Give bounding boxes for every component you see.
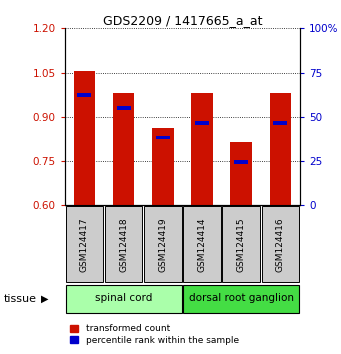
FancyBboxPatch shape bbox=[222, 206, 260, 282]
Bar bbox=[117, 106, 131, 110]
FancyBboxPatch shape bbox=[105, 206, 143, 282]
FancyBboxPatch shape bbox=[65, 285, 182, 314]
Text: GSM124418: GSM124418 bbox=[119, 217, 128, 272]
Text: GSM124415: GSM124415 bbox=[237, 217, 246, 272]
Bar bbox=[195, 121, 209, 125]
Text: GSM124417: GSM124417 bbox=[80, 217, 89, 272]
Bar bbox=[273, 121, 287, 125]
FancyBboxPatch shape bbox=[262, 206, 299, 282]
Text: ▶: ▶ bbox=[41, 294, 48, 304]
Text: GSM124414: GSM124414 bbox=[197, 217, 207, 272]
FancyBboxPatch shape bbox=[65, 206, 103, 282]
Title: GDS2209 / 1417665_a_at: GDS2209 / 1417665_a_at bbox=[103, 14, 262, 27]
Bar bbox=[156, 136, 170, 139]
FancyBboxPatch shape bbox=[183, 285, 299, 314]
Bar bbox=[113, 93, 134, 205]
Text: GSM124419: GSM124419 bbox=[158, 217, 167, 272]
Bar bbox=[270, 93, 291, 205]
Bar bbox=[234, 160, 248, 164]
Text: GSM124416: GSM124416 bbox=[276, 217, 285, 272]
Text: dorsal root ganglion: dorsal root ganglion bbox=[189, 293, 294, 303]
FancyBboxPatch shape bbox=[144, 206, 182, 282]
Bar bbox=[191, 93, 213, 205]
FancyBboxPatch shape bbox=[183, 206, 221, 282]
Bar bbox=[77, 93, 91, 97]
Bar bbox=[74, 70, 95, 205]
Bar bbox=[152, 128, 174, 205]
Legend: transformed count, percentile rank within the sample: transformed count, percentile rank withi… bbox=[69, 324, 240, 346]
Text: tissue: tissue bbox=[3, 294, 36, 304]
Bar bbox=[231, 142, 252, 205]
Text: spinal cord: spinal cord bbox=[95, 293, 152, 303]
